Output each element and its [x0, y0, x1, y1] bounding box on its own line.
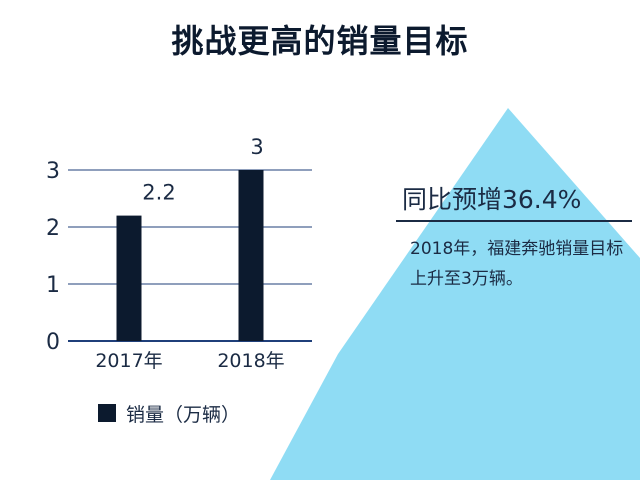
category-label-1: 2018年: [217, 350, 284, 372]
y-tick-label-0: 0: [46, 330, 60, 355]
bar-0: [116, 215, 142, 341]
bar-1: [238, 170, 264, 341]
chart-bars: [116, 170, 264, 341]
callout-divider: [396, 220, 632, 222]
y-axis-tick-labels: 0 1 2 3: [46, 159, 60, 355]
callout-headline: 同比预增36.4%: [402, 185, 582, 214]
chart-data-labels: 2.23: [142, 135, 263, 205]
chart-gridlines: [68, 169, 312, 342]
category-label-0: 2017年: [95, 350, 162, 372]
page-title: 挑战更高的销量目标: [171, 22, 469, 60]
y-tick-label-3: 3: [46, 159, 60, 184]
y-tick-label-2: 2: [46, 216, 60, 241]
y-tick-label-1: 1: [46, 273, 60, 298]
callout-body: 2018年，福建奔驰销量目标上升至3万辆。: [410, 239, 624, 289]
arrow-shape: [270, 108, 640, 480]
data-label-1: 3: [250, 135, 263, 159]
legend-swatch: [98, 404, 116, 422]
x-axis-category-labels: 2017年 2018年: [95, 350, 284, 372]
data-label-0: 2.2: [142, 181, 175, 205]
legend-label: 销量（万辆）: [126, 403, 241, 426]
chart-legend: 销量（万辆）: [98, 400, 240, 426]
